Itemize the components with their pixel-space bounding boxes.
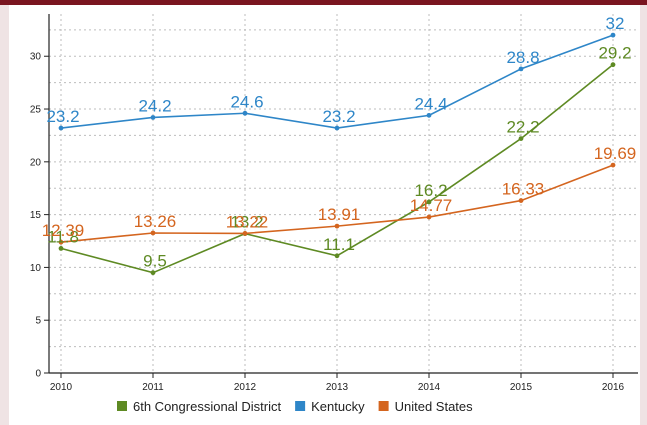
data-label: 11.1 [323, 235, 355, 254]
data-point [334, 125, 340, 131]
data-point [518, 136, 524, 141]
data-label: 9.5 [143, 252, 167, 271]
data-label: 23.2 [322, 107, 355, 126]
data-point [58, 239, 64, 245]
legend-swatch [295, 401, 306, 411]
data-point [610, 162, 616, 168]
data-label: 11.8 [47, 227, 79, 246]
data-label: 24.6 [230, 92, 263, 111]
data-point [334, 253, 340, 259]
data-label: 29.2 [598, 44, 631, 63]
data-point [610, 62, 616, 68]
data-label: 24.2 [138, 96, 171, 115]
legend-swatch [378, 401, 389, 411]
data-point [610, 32, 616, 38]
data-point [426, 112, 432, 118]
legend-swatch [117, 401, 127, 411]
data-point [334, 223, 340, 229]
data-label: 13.26 [134, 212, 177, 231]
x-tick-label: 2016 [602, 382, 625, 393]
x-tick-label: 2015 [510, 382, 533, 393]
y-tick-label: 20 [30, 157, 42, 168]
chart-panel: 0 5 10 15 20 25 30 2010 2011 2012 2013 2014 2015 2016… [9, 5, 640, 425]
data-label: 28.8 [506, 48, 539, 67]
y-tick-label: 5 [35, 316, 41, 327]
data-point [518, 198, 524, 203]
data-label: 13.91 [318, 205, 361, 224]
data-label: 32 [606, 14, 625, 33]
y-tick-label: 25 [30, 105, 42, 116]
data-point [426, 214, 432, 220]
legend: 6th Congressional District Kentucky United… [117, 399, 473, 414]
data-point [426, 199, 432, 205]
x-tick-label: 2010 [50, 382, 73, 393]
data-label: 24.4 [414, 94, 447, 113]
x-tick-label: 2012 [234, 382, 257, 393]
y-tick-label: 0 [35, 369, 41, 380]
data-label: 23.2 [46, 107, 79, 126]
top-border [0, 0, 647, 5]
data-label: 13.22 [226, 212, 269, 231]
y-tick-label: 15 [30, 210, 42, 221]
grid [49, 14, 638, 373]
x-tick-label: 2014 [418, 382, 441, 393]
legend-label: 6th Congressional District [133, 399, 282, 414]
y-tick-label: 30 [30, 52, 42, 63]
legend-label: Kentucky [311, 399, 365, 414]
data-label: 22.2 [506, 118, 539, 137]
data-labels: 11.8 9.5 13.2 11.1 16.2 22.2 29.2 23.2 24.2 24.6 2… [42, 14, 637, 271]
data-point [58, 246, 64, 251]
data-point [150, 270, 156, 276]
axes: 0 5 10 15 20 25 30 2010 2011 2012 2013 2014 2015 2016 [30, 14, 638, 393]
data-label: 19.69 [594, 144, 637, 163]
data-point [242, 110, 248, 116]
data-label: 16.33 [502, 180, 545, 199]
data-label: 12.39 [42, 221, 85, 240]
data-point [58, 125, 64, 131]
series [58, 32, 616, 276]
data-label: 14.77 [410, 196, 453, 215]
x-tick-label: 2013 [326, 382, 349, 393]
line-chart: 0 5 10 15 20 25 30 2010 2011 2012 2013 2014 2015 2016… [30, 14, 638, 414]
data-label: 16.2 [414, 181, 447, 200]
data-point [518, 66, 524, 72]
y-tick-label: 10 [30, 263, 42, 274]
data-point [150, 115, 156, 120]
x-tick-label: 2011 [142, 382, 164, 393]
data-label: 13.2 [230, 213, 263, 232]
data-point [150, 230, 156, 236]
legend-label: United States [395, 399, 474, 414]
data-point [242, 231, 248, 236]
